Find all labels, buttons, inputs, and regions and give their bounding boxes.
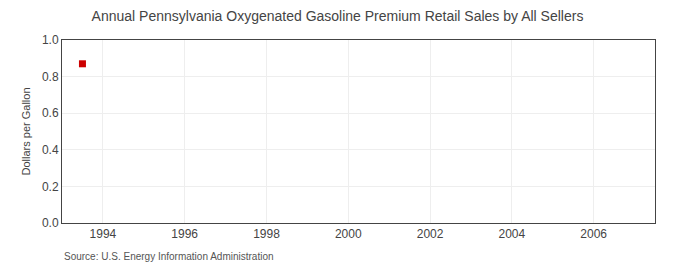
svg-text:1998: 1998 <box>253 227 280 241</box>
svg-text:Annual Pennsylvania Oxygenated: Annual Pennsylvania Oxygenated Gasoline … <box>92 8 584 24</box>
svg-text:0.2: 0.2 <box>42 180 59 194</box>
svg-text:2004: 2004 <box>499 227 526 241</box>
svg-text:2006: 2006 <box>580 227 607 241</box>
svg-text:0.4: 0.4 <box>42 143 59 157</box>
svg-text:1994: 1994 <box>90 227 117 241</box>
svg-text:1996: 1996 <box>171 227 198 241</box>
svg-text:2000: 2000 <box>335 227 362 241</box>
svg-text:0.6: 0.6 <box>42 106 59 120</box>
svg-text:0.8: 0.8 <box>42 70 59 84</box>
svg-text:2002: 2002 <box>417 227 444 241</box>
svg-text:Source: U.S. Energy Informatio: Source: U.S. Energy Information Administ… <box>64 251 274 262</box>
svg-text:1.0: 1.0 <box>42 33 59 47</box>
svg-text:0.0: 0.0 <box>42 216 59 230</box>
svg-text:Dollars per Gallon: Dollars per Gallon <box>20 87 32 175</box>
